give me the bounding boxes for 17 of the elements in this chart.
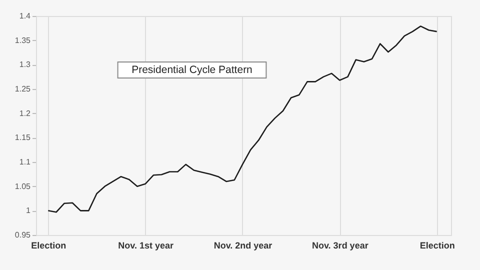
y-tick-label: 1.05 <box>14 182 32 191</box>
annotation: Presidential Cycle Pattern <box>132 64 253 76</box>
y-tick-label: 1.35 <box>14 36 32 45</box>
y-tick-label: 1.2 <box>19 108 32 118</box>
y-tick-label: 1.3 <box>19 60 32 70</box>
y-tick-label: 1.15 <box>14 133 32 142</box>
x-tick-label: Nov. 1st year <box>118 240 174 250</box>
x-tick-label: Nov. 2nd year <box>214 240 273 250</box>
y-tick-label: 1.4 <box>19 12 32 20</box>
y-tick-label: 1.25 <box>14 84 32 94</box>
y-tick-label: 1.1 <box>19 158 32 166</box>
x-tick-label: Election <box>31 240 66 250</box>
x-tick-label: Election <box>420 240 455 250</box>
y-tick-label: 1 <box>26 206 32 216</box>
x-tick-label: Nov. 3rd year <box>312 240 369 250</box>
line-series <box>47 26 438 213</box>
y-tick-label: 0.95 <box>14 230 32 240</box>
